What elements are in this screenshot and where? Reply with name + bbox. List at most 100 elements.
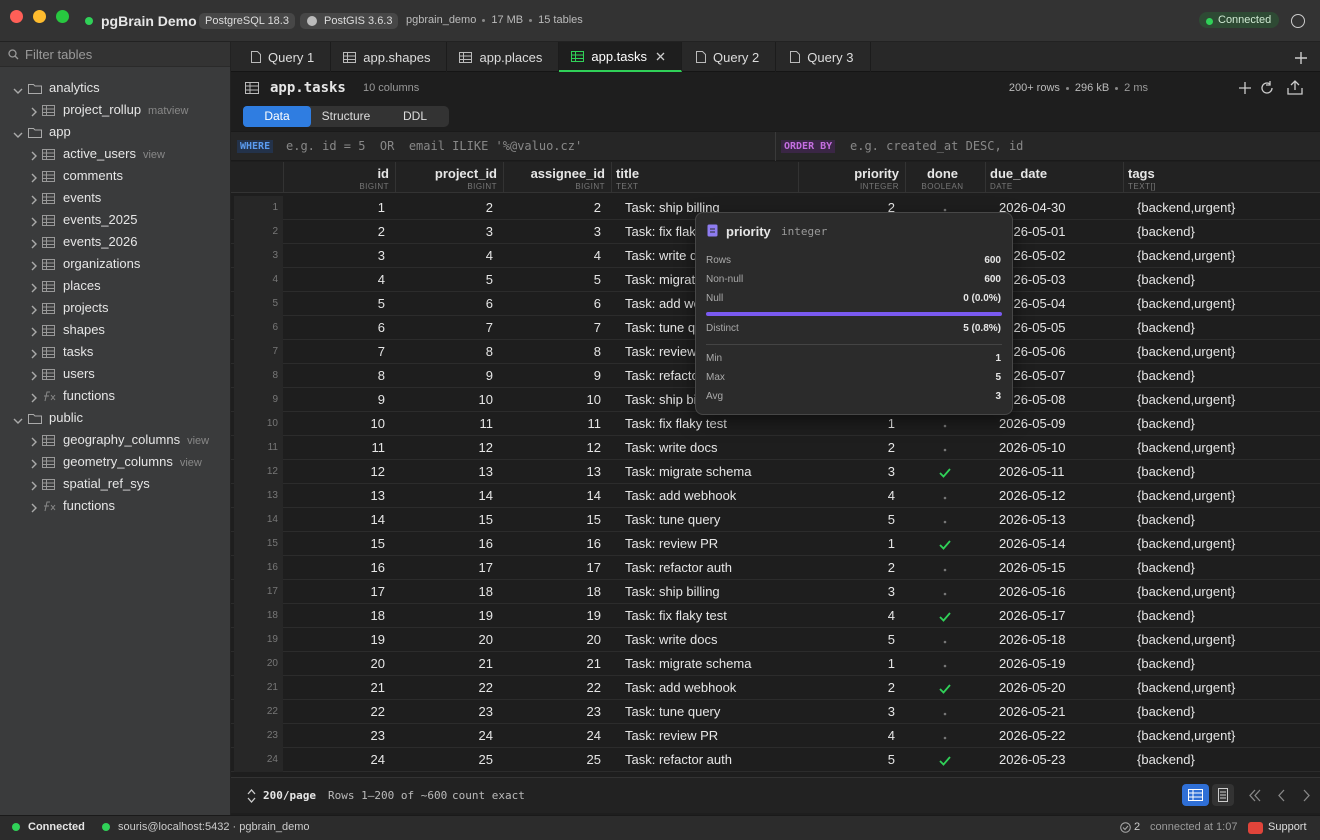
form-view-button[interactable] [1212,784,1234,806]
cell-value: {backend} [1137,368,1195,383]
column-header[interactable]: priority INTEGER [798,162,905,193]
minimize-button[interactable] [33,10,46,23]
filter-box[interactable]: Filter tables [0,42,230,67]
tree-item[interactable]: comments [0,166,230,186]
tree-item[interactable]: geography_columns view [0,430,230,450]
bool-false [905,580,985,604]
column-header[interactable]: due_date DATE [985,162,1123,193]
add-row-button[interactable] [1239,82,1251,94]
column-header[interactable]: title TEXT [611,162,798,193]
cell-value: 2 [377,224,385,239]
connection-badge[interactable]: Connected [1199,12,1280,28]
tree-item[interactable]: users [0,364,230,384]
tree-item[interactable]: shapes [0,320,230,340]
column-header[interactable]: done BOOLEAN [905,162,985,193]
tab[interactable]: app.places [447,42,560,72]
column-header[interactable]: tags TEXT[] [1123,162,1310,193]
non-null-bar [706,312,1002,316]
data-row[interactable]: 23 23 24 24 Task: review PR 4 2026-05-22 {backe… [231,724,1320,748]
tab[interactable]: Query 1 [237,42,332,72]
schema-name: analytics [49,80,100,95]
account-button[interactable] [1291,14,1305,28]
close-tab[interactable] [656,52,665,61]
cell-value: 17 [586,560,601,575]
chevron-right [30,171,38,186]
tree-item[interactable]: events [0,188,230,208]
page-size[interactable]: 200/page [263,789,316,802]
tab[interactable]: Query 2 [682,42,777,72]
folder-icon-svg [28,84,42,94]
row-number: 13 [234,484,283,508]
tree-item[interactable]: events_2025 [0,210,230,230]
support-link[interactable]: Support [1268,821,1307,833]
new-tab-button[interactable] [1295,48,1307,69]
view-tab[interactable]: Structure [321,109,371,123]
cell-value: 1 [377,200,385,215]
data-row[interactable]: 11 11 12 12 Task: write docs 2 2026-05-10 {back… [231,436,1320,460]
tree-item[interactable]: organizations [0,254,230,274]
column-header[interactable]: assignee_id BIGINT [503,162,611,193]
export-button[interactable] [1287,80,1303,95]
chevron-right-svg [31,261,37,271]
cell-value: {backend,urgent} [1137,248,1236,263]
data-row[interactable]: 15 15 16 16 Task: review PR 1 2026-05-14 {backe… [231,532,1320,556]
cell-value: 8 [485,344,493,359]
view-tab[interactable]: DDL [402,109,427,123]
item-name: shapes [63,322,105,337]
tree-item[interactable]: project_rollup matview [0,100,230,120]
tree-item[interactable]: functions [0,496,230,516]
tree-schema[interactable]: app [0,122,230,142]
order-input[interactable]: e.g. created_at DESC, id [850,139,1024,153]
table-icon [459,51,473,63]
item-label: shapes [63,322,105,337]
data-row[interactable]: 16 16 17 17 Task: refactor auth 2 2026-05-15 {b… [231,556,1320,580]
tree-schema[interactable]: public [0,408,230,428]
tree-item[interactable]: places [0,276,230,296]
data-row[interactable]: 22 22 23 23 Task: tune query 3 2026-05-21 {back… [231,700,1320,724]
data-row[interactable]: 18 18 19 19 Task: fix flaky test 4 2026-05-17 {… [231,604,1320,628]
item-icon-svg [42,369,55,380]
data-row[interactable]: 12 12 13 13 Task: migrate schema 3 2026-05-11 {… [231,460,1320,484]
data-row[interactable]: 21 21 22 22 Task: add webhook 2 2026-05-20 {bac… [231,676,1320,700]
zoom-button[interactable] [56,10,69,23]
page-nav[interactable] [1249,789,1320,802]
column-header[interactable]: project_id BIGINT [395,162,503,193]
close-button[interactable] [10,10,23,23]
item-icon [42,258,55,273]
tab[interactable]: Query 3 [776,42,871,72]
data-row[interactable]: 24 24 25 25 Task: refactor auth 5 2026-05-23 {b… [231,748,1320,772]
tree-item[interactable]: geometry_columns view [0,452,230,472]
row-number: 20 [234,652,283,676]
refresh-button[interactable] [1260,81,1274,95]
cell-value: 2026-04-30 [999,200,1066,215]
form-icon [1218,788,1228,802]
data-row[interactable]: 10 10 11 11 Task: fix flaky test 1 2026-05-09 {… [231,412,1320,436]
cell-value: 8 [377,368,385,383]
tree-item[interactable]: functions [0,386,230,406]
data-row[interactable]: 17 17 18 18 Task: ship billing 3 2026-05-16 {ba… [231,580,1320,604]
tab[interactable]: app.tasks [559,42,683,72]
tree-item[interactable]: active_users view [0,144,230,164]
tree-schema[interactable]: analytics [0,78,230,98]
tree-item[interactable]: spatial_ref_sys [0,474,230,494]
view-tab[interactable]: Data [243,106,311,127]
data-row[interactable]: 14 14 15 15 Task: tune query 5 2026-05-13 {back… [231,508,1320,532]
tab[interactable]: app.shapes [331,42,448,72]
column-header[interactable]: id BIGINT [283,162,395,193]
notification-count[interactable]: 2 [1134,821,1141,833]
grid-view-button[interactable] [1182,784,1209,806]
count-mode[interactable]: count exact [452,789,525,802]
data-row[interactable]: 13 13 14 14 Task: add webhook 4 2026-05-12 {bac… [231,484,1320,508]
cell-value: Task: review PR [625,536,719,551]
tree-item[interactable]: projects [0,298,230,318]
item-icon-svg [42,281,55,292]
where-input[interactable]: e.g. id = 5 OR email ILIKE '%@valuo.cz' [286,139,583,153]
data-row[interactable]: 19 19 20 20 Task: write docs 5 2026-05-18 {back… [231,628,1320,652]
bool-false [905,484,985,508]
data-row[interactable]: 20 20 21 21 Task: migrate schema 1 2026-05-19 {… [231,652,1320,676]
tree-item[interactable]: tasks [0,342,230,362]
tree-item[interactable]: events_2026 [0,232,230,252]
item-label: users [63,366,95,381]
cell-value: 20 [586,632,601,647]
query-icon [251,51,261,63]
